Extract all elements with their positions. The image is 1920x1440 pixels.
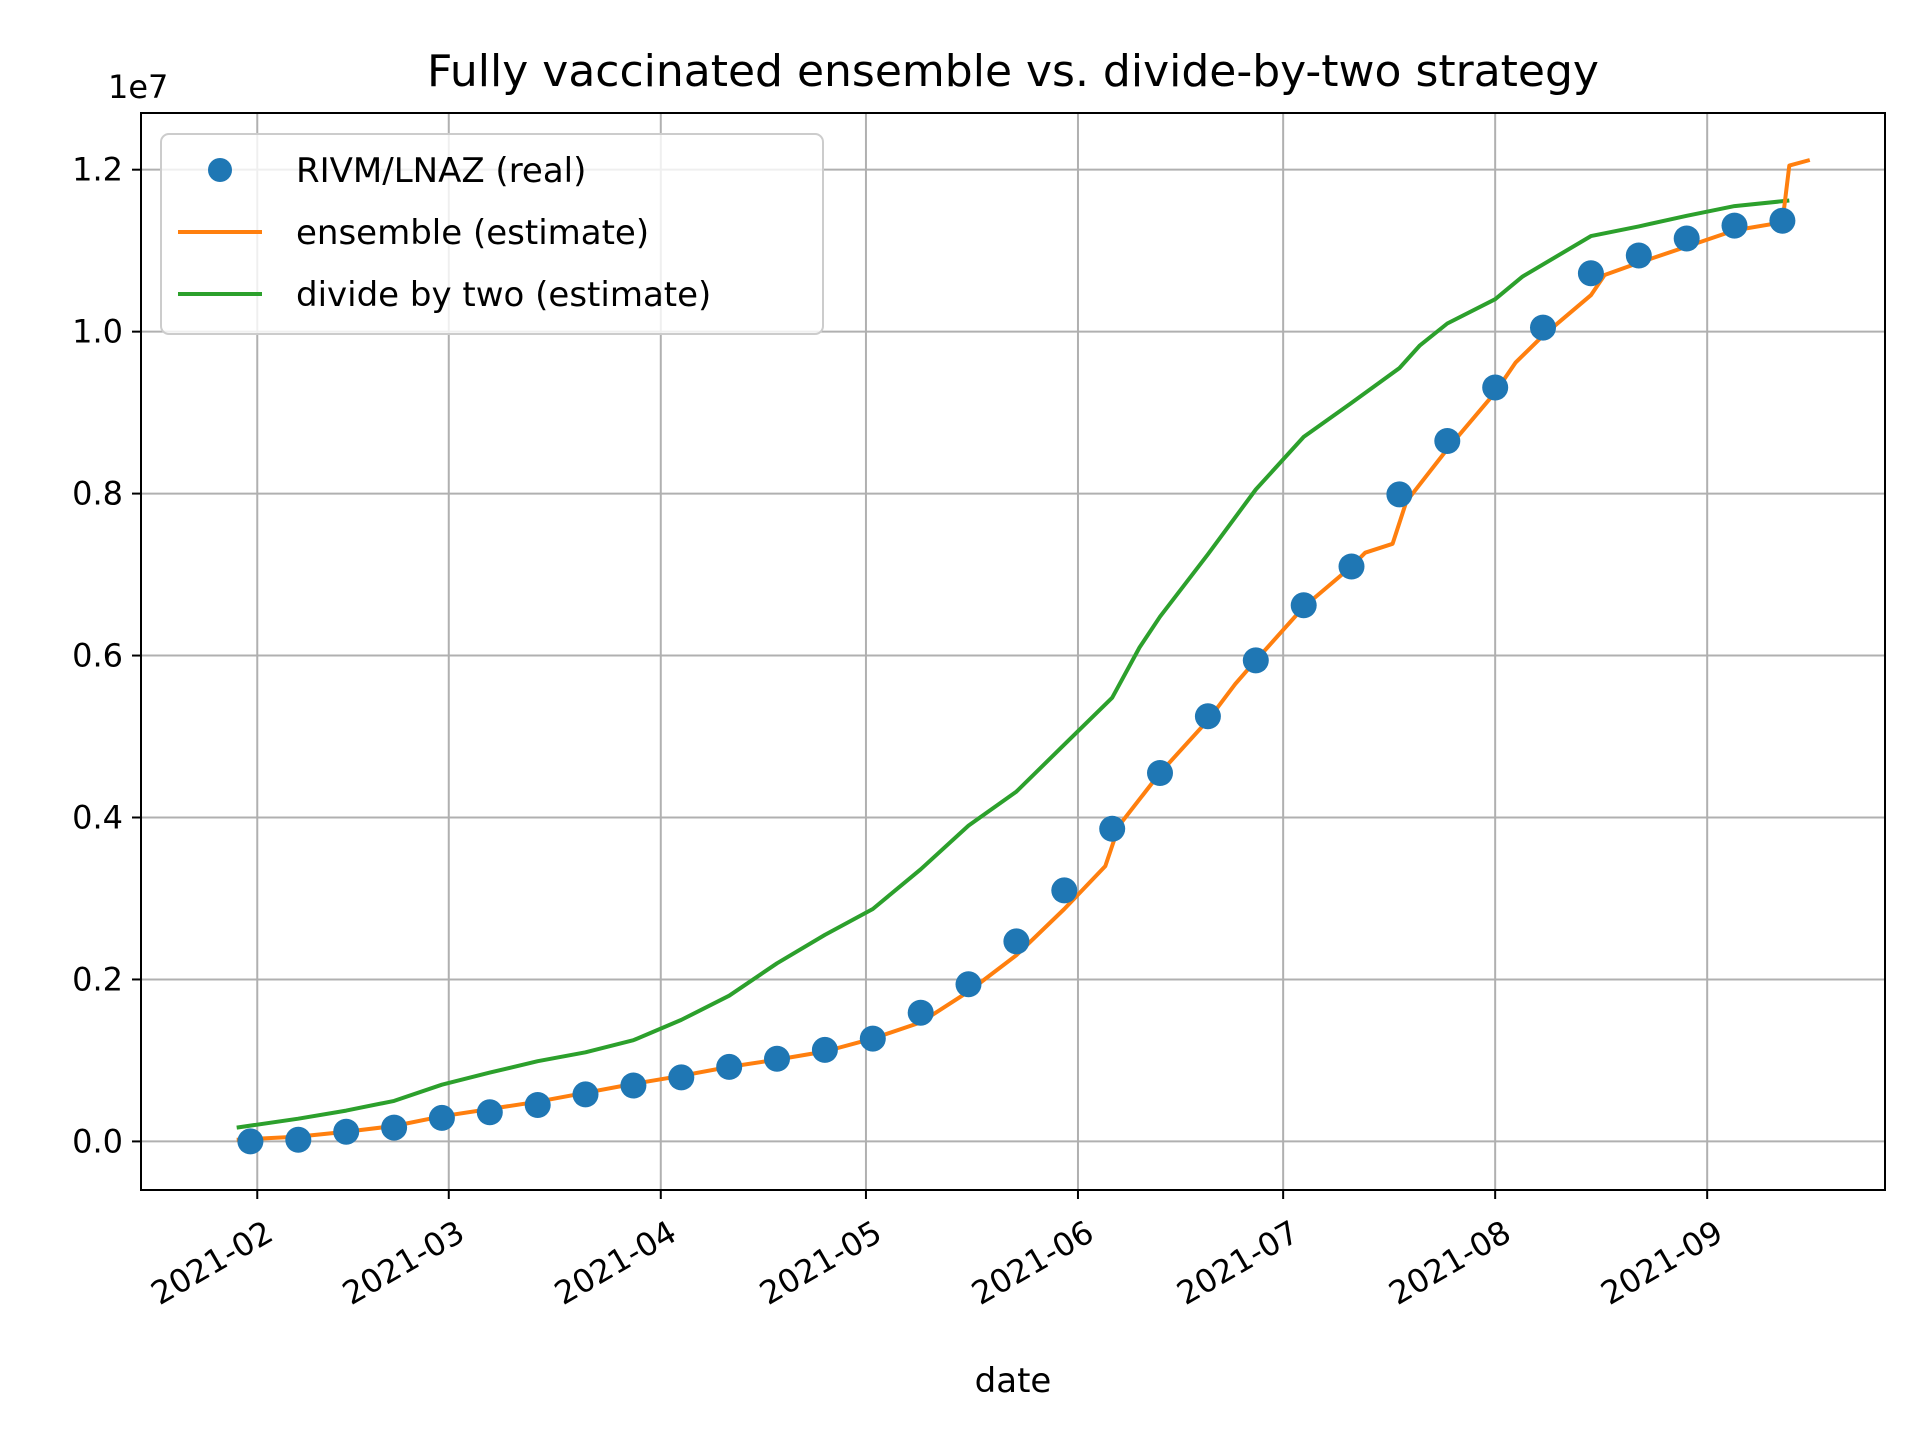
y-tick-label: 0.4 bbox=[72, 799, 123, 837]
data-point bbox=[1099, 815, 1126, 842]
data-point bbox=[381, 1114, 408, 1141]
data-point bbox=[1769, 207, 1796, 234]
data-point bbox=[1003, 928, 1030, 955]
data-point bbox=[1673, 225, 1700, 252]
data-point bbox=[285, 1126, 312, 1153]
y-axis-ticks: 0.0 0.2 0.4 0.6 0.8 1.0 1.2 bbox=[72, 151, 141, 1160]
data-point bbox=[476, 1099, 503, 1126]
legend-label-real: RIVM/LNAZ (real) bbox=[296, 151, 586, 191]
y-tick-label: 0.6 bbox=[72, 637, 123, 675]
chart-title: Fully vaccinated ensemble vs. divide-by-… bbox=[427, 46, 1599, 97]
data-point bbox=[1625, 242, 1652, 269]
data-point bbox=[668, 1064, 695, 1091]
data-point bbox=[237, 1128, 264, 1155]
y-tick-label: 0.8 bbox=[72, 475, 123, 513]
legend: RIVM/LNAZ (real) ensemble (estimate) div… bbox=[160, 133, 824, 335]
data-point bbox=[1290, 592, 1317, 619]
y-tick-label: 1.0 bbox=[72, 313, 123, 351]
data-point bbox=[1338, 553, 1365, 580]
data-point bbox=[811, 1036, 838, 1063]
plot-series bbox=[236, 158, 1811, 1155]
data-point bbox=[333, 1118, 360, 1145]
y-tick-label: 1.2 bbox=[72, 151, 123, 189]
data-point bbox=[1147, 760, 1173, 786]
plot-frame bbox=[140, 112, 1886, 1191]
series-line-2 bbox=[236, 198, 1790, 1130]
data-point bbox=[428, 1104, 455, 1131]
data-point bbox=[572, 1081, 599, 1108]
data-point bbox=[716, 1053, 743, 1080]
data-point bbox=[1577, 260, 1604, 287]
data-point bbox=[859, 1025, 886, 1052]
data-point bbox=[524, 1092, 551, 1118]
y-offset-label: 1e7 bbox=[108, 68, 168, 106]
data-point bbox=[1434, 428, 1461, 454]
data-point bbox=[1051, 877, 1078, 904]
y-tick-label: 0.2 bbox=[72, 960, 123, 998]
legend-label-ensemble: ensemble (estimate) bbox=[296, 213, 649, 253]
legend-marker-real bbox=[208, 158, 232, 182]
data-point bbox=[1482, 374, 1509, 401]
x-axis-label: date bbox=[975, 1361, 1052, 1401]
data-point bbox=[955, 971, 982, 998]
data-point bbox=[907, 999, 934, 1026]
legend-label-divide: divide by two (estimate) bbox=[296, 275, 711, 315]
data-point bbox=[1242, 647, 1269, 674]
data-point bbox=[1194, 703, 1221, 730]
data-point bbox=[1530, 314, 1556, 341]
data-point bbox=[620, 1072, 647, 1099]
legend-box bbox=[160, 133, 824, 335]
data-point bbox=[1386, 481, 1413, 508]
data-point bbox=[764, 1045, 790, 1072]
data-point bbox=[1721, 212, 1748, 239]
y-tick-label: 0.0 bbox=[72, 1122, 123, 1160]
